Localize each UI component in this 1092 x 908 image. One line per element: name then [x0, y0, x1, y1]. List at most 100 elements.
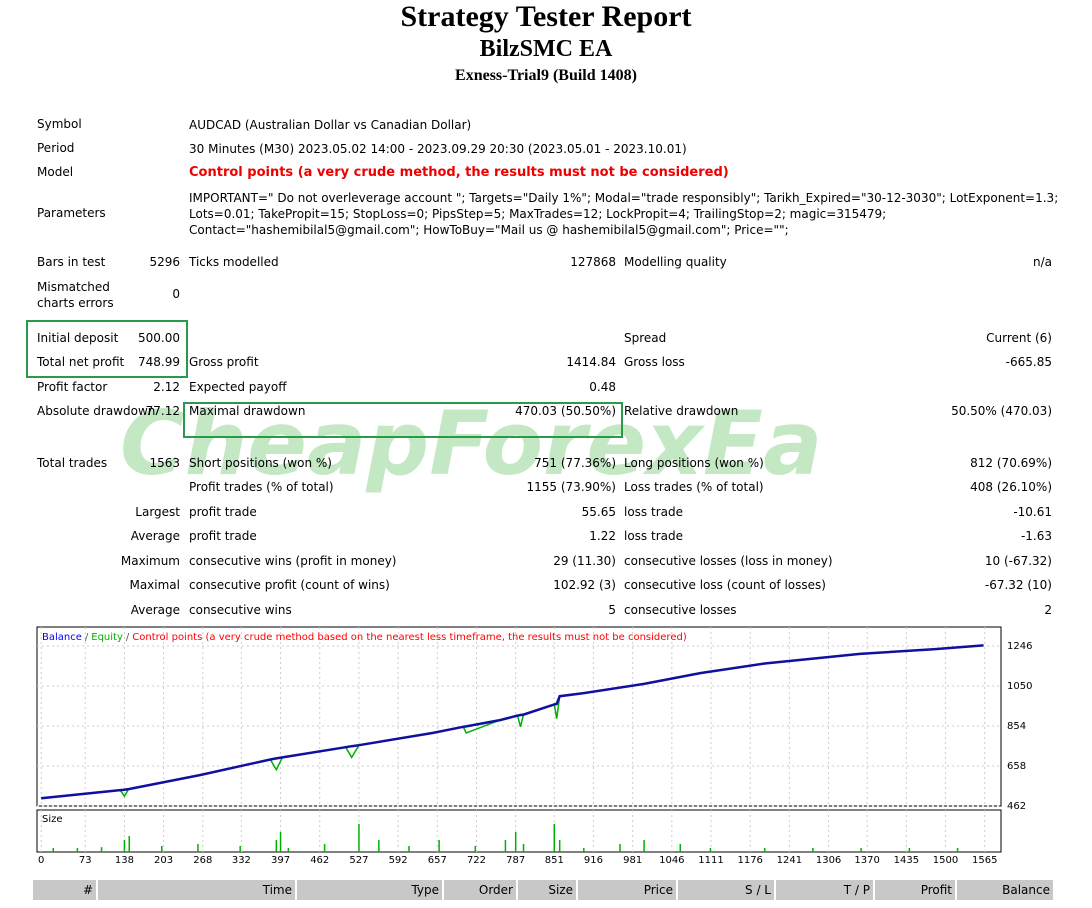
x-tick-label: 1176	[737, 855, 762, 866]
stat-value: n/a	[1032, 255, 1052, 269]
x-tick-label: 138	[115, 855, 134, 866]
stat-label: Average	[130, 529, 180, 543]
stat-label: Spread	[624, 331, 667, 345]
x-tick-label: 916	[584, 855, 603, 866]
x-tick-label: 592	[389, 855, 408, 866]
stat-label: Absolute drawdown	[37, 404, 156, 418]
watermark: CheapForexEa	[120, 392, 823, 495]
legend-item: Control points (a very crude method base…	[132, 632, 687, 643]
stat-label: profit trade	[189, 529, 257, 543]
size-label: Size	[42, 814, 63, 825]
x-tick-label: 203	[154, 855, 173, 866]
stat-label: Average	[130, 603, 180, 617]
x-tick-label: 268	[193, 855, 212, 866]
stat-value: -67.32 (10)	[984, 578, 1052, 592]
stat-value: 29 (11.30)	[553, 554, 616, 568]
info-value: 30 Minutes (M30) 2023.05.02 14:00 - 2023…	[189, 142, 687, 156]
stat-label: consecutive wins	[189, 603, 292, 617]
stat-value: -1.63	[1020, 529, 1052, 543]
y-tick-label: 462	[1007, 801, 1026, 812]
stat-label: loss trade	[624, 529, 683, 543]
stat-label: Gross profit	[189, 355, 259, 369]
stat-value: -10.61	[1013, 505, 1052, 519]
stat-value: 77.12	[145, 404, 180, 418]
stat-value: 1414.84	[566, 355, 616, 369]
size-area	[36, 809, 1002, 853]
stat-value: 102.92 (3)	[553, 578, 616, 592]
stat-value: 10 (-67.32)	[984, 554, 1052, 568]
stat-label: Profit trades (% of total)	[189, 480, 334, 494]
legend: Balance / Equity / Control points (a very cr…	[42, 632, 687, 643]
stat-value: 408 (26.10%)	[970, 480, 1052, 494]
stat-label: Short positions (won %)	[189, 456, 332, 470]
stat-label: Maximum	[120, 554, 180, 568]
x-tick-label: 0	[38, 855, 44, 866]
x-tick-label: 851	[545, 855, 564, 866]
title: Strategy Tester Report	[400, 0, 692, 33]
stat-value: 500.00	[138, 331, 180, 345]
x-tick-label: 1046	[659, 855, 684, 866]
table-header-cell: T / P	[776, 880, 873, 900]
info-label: Model	[37, 165, 74, 179]
stat-label: Largest	[135, 505, 180, 519]
stat-value: 1155 (73.90%)	[526, 480, 616, 494]
stat-label: Initial deposit	[37, 331, 119, 345]
table-header-cell: S / L	[678, 880, 774, 900]
x-tick-label: 527	[349, 855, 368, 866]
stat-label: Ticks modelled	[189, 255, 279, 269]
stat-label: Total net profit	[37, 355, 125, 369]
stat-label: Relative drawdown	[624, 404, 739, 418]
info-value: Control points (a very crude method, the…	[189, 165, 729, 180]
stat-value: 748.99	[138, 355, 180, 369]
stat-label: Bars in test	[37, 255, 106, 269]
x-tick-label: 332	[232, 855, 251, 866]
table-header-cell: Type	[297, 880, 442, 900]
stat-label: consecutive wins (profit in money)	[189, 554, 397, 568]
info-label: Symbol	[37, 117, 82, 131]
legend-item: /	[85, 632, 89, 643]
stat-label: consecutive losses	[624, 603, 737, 617]
x-tick-label: 787	[506, 855, 525, 866]
y-tick-label: 854	[1007, 721, 1026, 732]
stat-label: Total trades	[37, 456, 108, 470]
x-tick-label: 1111	[698, 855, 723, 866]
x-tick-label: 73	[79, 855, 92, 866]
stat-label: consecutive losses (loss in money)	[624, 554, 833, 568]
stat-value: 5296	[149, 255, 180, 269]
stat-value: 2	[1044, 603, 1052, 617]
stat-value: Current (6)	[986, 331, 1052, 345]
table-header-cell: Profit	[875, 880, 955, 900]
stat-value: 751 (77.36%)	[534, 456, 616, 470]
x-tick-label: 1435	[894, 855, 919, 866]
stat-label: consecutive profit (count of wins)	[189, 578, 390, 592]
stat-value: 0	[172, 287, 180, 301]
stat-value: 55.65	[581, 505, 616, 519]
stat-value: 812 (70.69%)	[970, 456, 1052, 470]
info-value: IMPORTANT=" Do not overleverage account …	[189, 191, 1059, 237]
stat-label: Gross loss	[624, 355, 685, 369]
stat-value: 0.48	[589, 380, 616, 394]
x-tick-label: 462	[310, 855, 329, 866]
stat-value: 127868	[570, 255, 616, 269]
table-header-cell: Size	[518, 880, 576, 900]
stat-value: -665.85	[1005, 355, 1052, 369]
server: Exness-Trial9 (Build 1408)	[455, 67, 637, 84]
stat-label: Loss trades (% of total)	[624, 480, 764, 494]
x-tick-label: 1241	[777, 855, 802, 866]
stat-value: 50.50% (470.03)	[951, 404, 1052, 418]
chart: 0 73 138 203 268 332 397 462 527 592 657 722 787 851 9…	[36, 626, 1032, 866]
highlight-box	[183, 402, 623, 438]
table-header-cell: Time	[98, 880, 295, 900]
stat-value: 470.03 (50.50%)	[515, 404, 616, 418]
stat-label: profit trade	[189, 505, 257, 519]
x-tick-label: 981	[623, 855, 642, 866]
x-tick-label: 1306	[816, 855, 841, 866]
highlight-box	[26, 320, 188, 378]
y-tick-label: 1246	[1007, 641, 1032, 652]
x-tick-label: 397	[271, 855, 290, 866]
stat-label: Modelling quality	[624, 255, 727, 269]
stat-value: 5	[608, 603, 616, 617]
subtitle: BilzSMC EA	[479, 36, 613, 62]
stat-label: Maximal	[129, 578, 180, 592]
